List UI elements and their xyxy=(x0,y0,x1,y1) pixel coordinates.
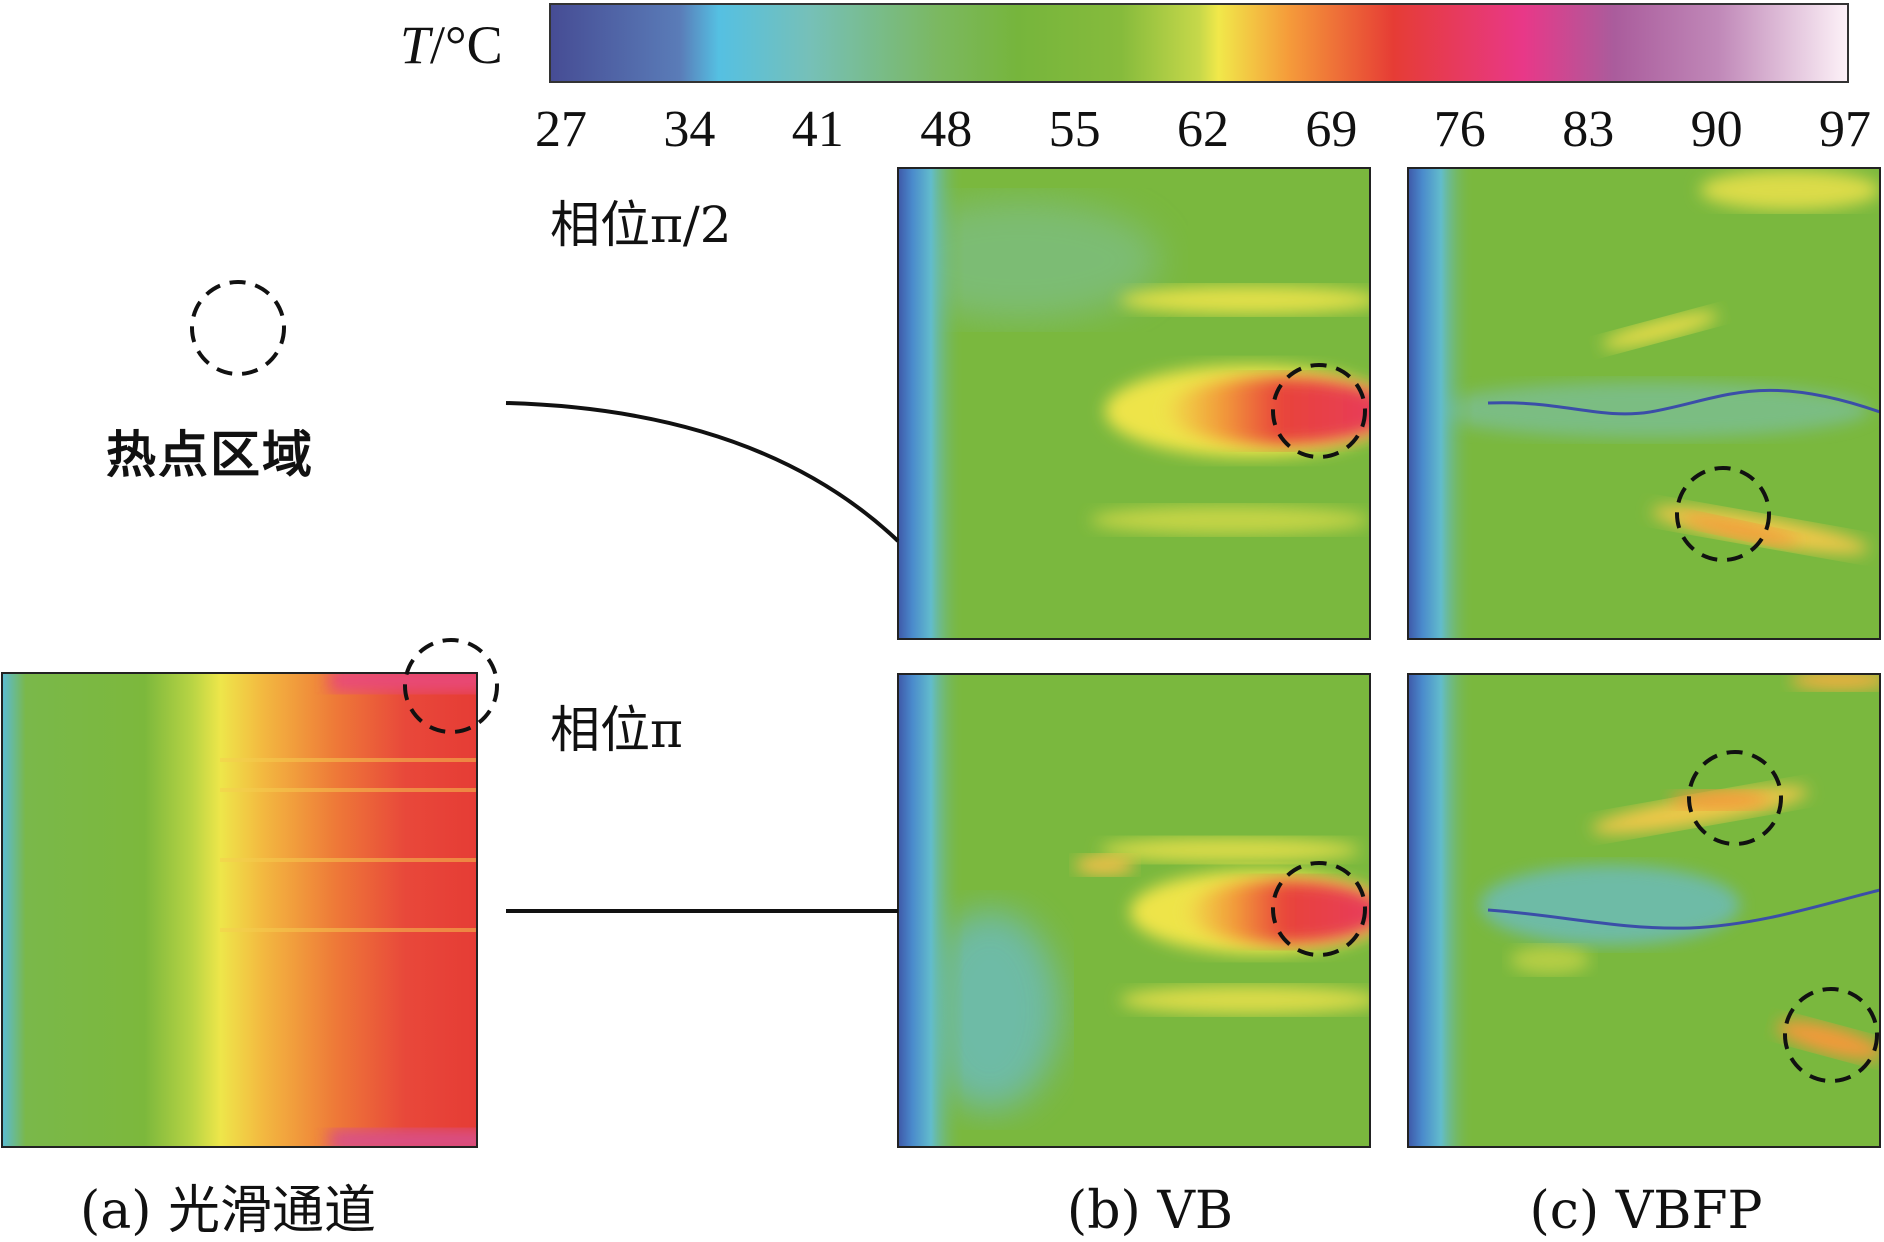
hotspot-circle xyxy=(1271,861,1367,957)
hotspot-circle xyxy=(1687,750,1783,846)
panel-a-heatmap xyxy=(2,673,477,1147)
colorbar-title: T/°C xyxy=(400,15,503,75)
legend-label: 热点区域 xyxy=(106,426,314,484)
hotspot-circle xyxy=(1675,466,1771,562)
colorbar-tick-label: 97 xyxy=(1819,101,1871,158)
hotspot-circle xyxy=(1271,363,1367,459)
connector-line-top xyxy=(505,401,900,543)
panel-b-top-heatmap xyxy=(898,168,1370,639)
legend-hotspot-circle xyxy=(190,280,286,376)
colorbar-tick-label: 48 xyxy=(920,101,973,158)
caption-a: (a) 光滑通道 xyxy=(79,1181,377,1241)
colorbar-tick-label: 62 xyxy=(1177,101,1229,158)
panel-b-bottom-heatmap xyxy=(898,674,1370,1147)
colorbar xyxy=(549,3,1849,83)
caption-c: (c) VBFP xyxy=(1529,1181,1763,1241)
vortex-generator-curve xyxy=(1487,388,1880,416)
hotspot-circle xyxy=(1783,987,1879,1083)
phase-label-top: 相位π/2 xyxy=(550,196,732,254)
caption-b: (b) VB xyxy=(1066,1181,1234,1241)
colorbar-tick-label: 55 xyxy=(1048,101,1101,158)
panel-c-top-heatmap xyxy=(1408,168,1880,639)
colorbar-tick-label: 83 xyxy=(1562,101,1615,158)
colorbar-tick-label: 90 xyxy=(1690,101,1743,158)
colorbar-tick-label: 41 xyxy=(791,101,844,158)
colorbar-tick-label: 69 xyxy=(1305,101,1358,158)
colorbar-tick-label: 34 xyxy=(663,101,716,158)
colorbar-tick-label: 27 xyxy=(535,101,587,158)
hotspot-circle xyxy=(403,638,499,734)
vortex-generator-curve xyxy=(1487,888,1880,930)
colorbar-tick-label: 76 xyxy=(1433,101,1486,158)
phase-label-bottom: 相位π xyxy=(550,701,683,759)
